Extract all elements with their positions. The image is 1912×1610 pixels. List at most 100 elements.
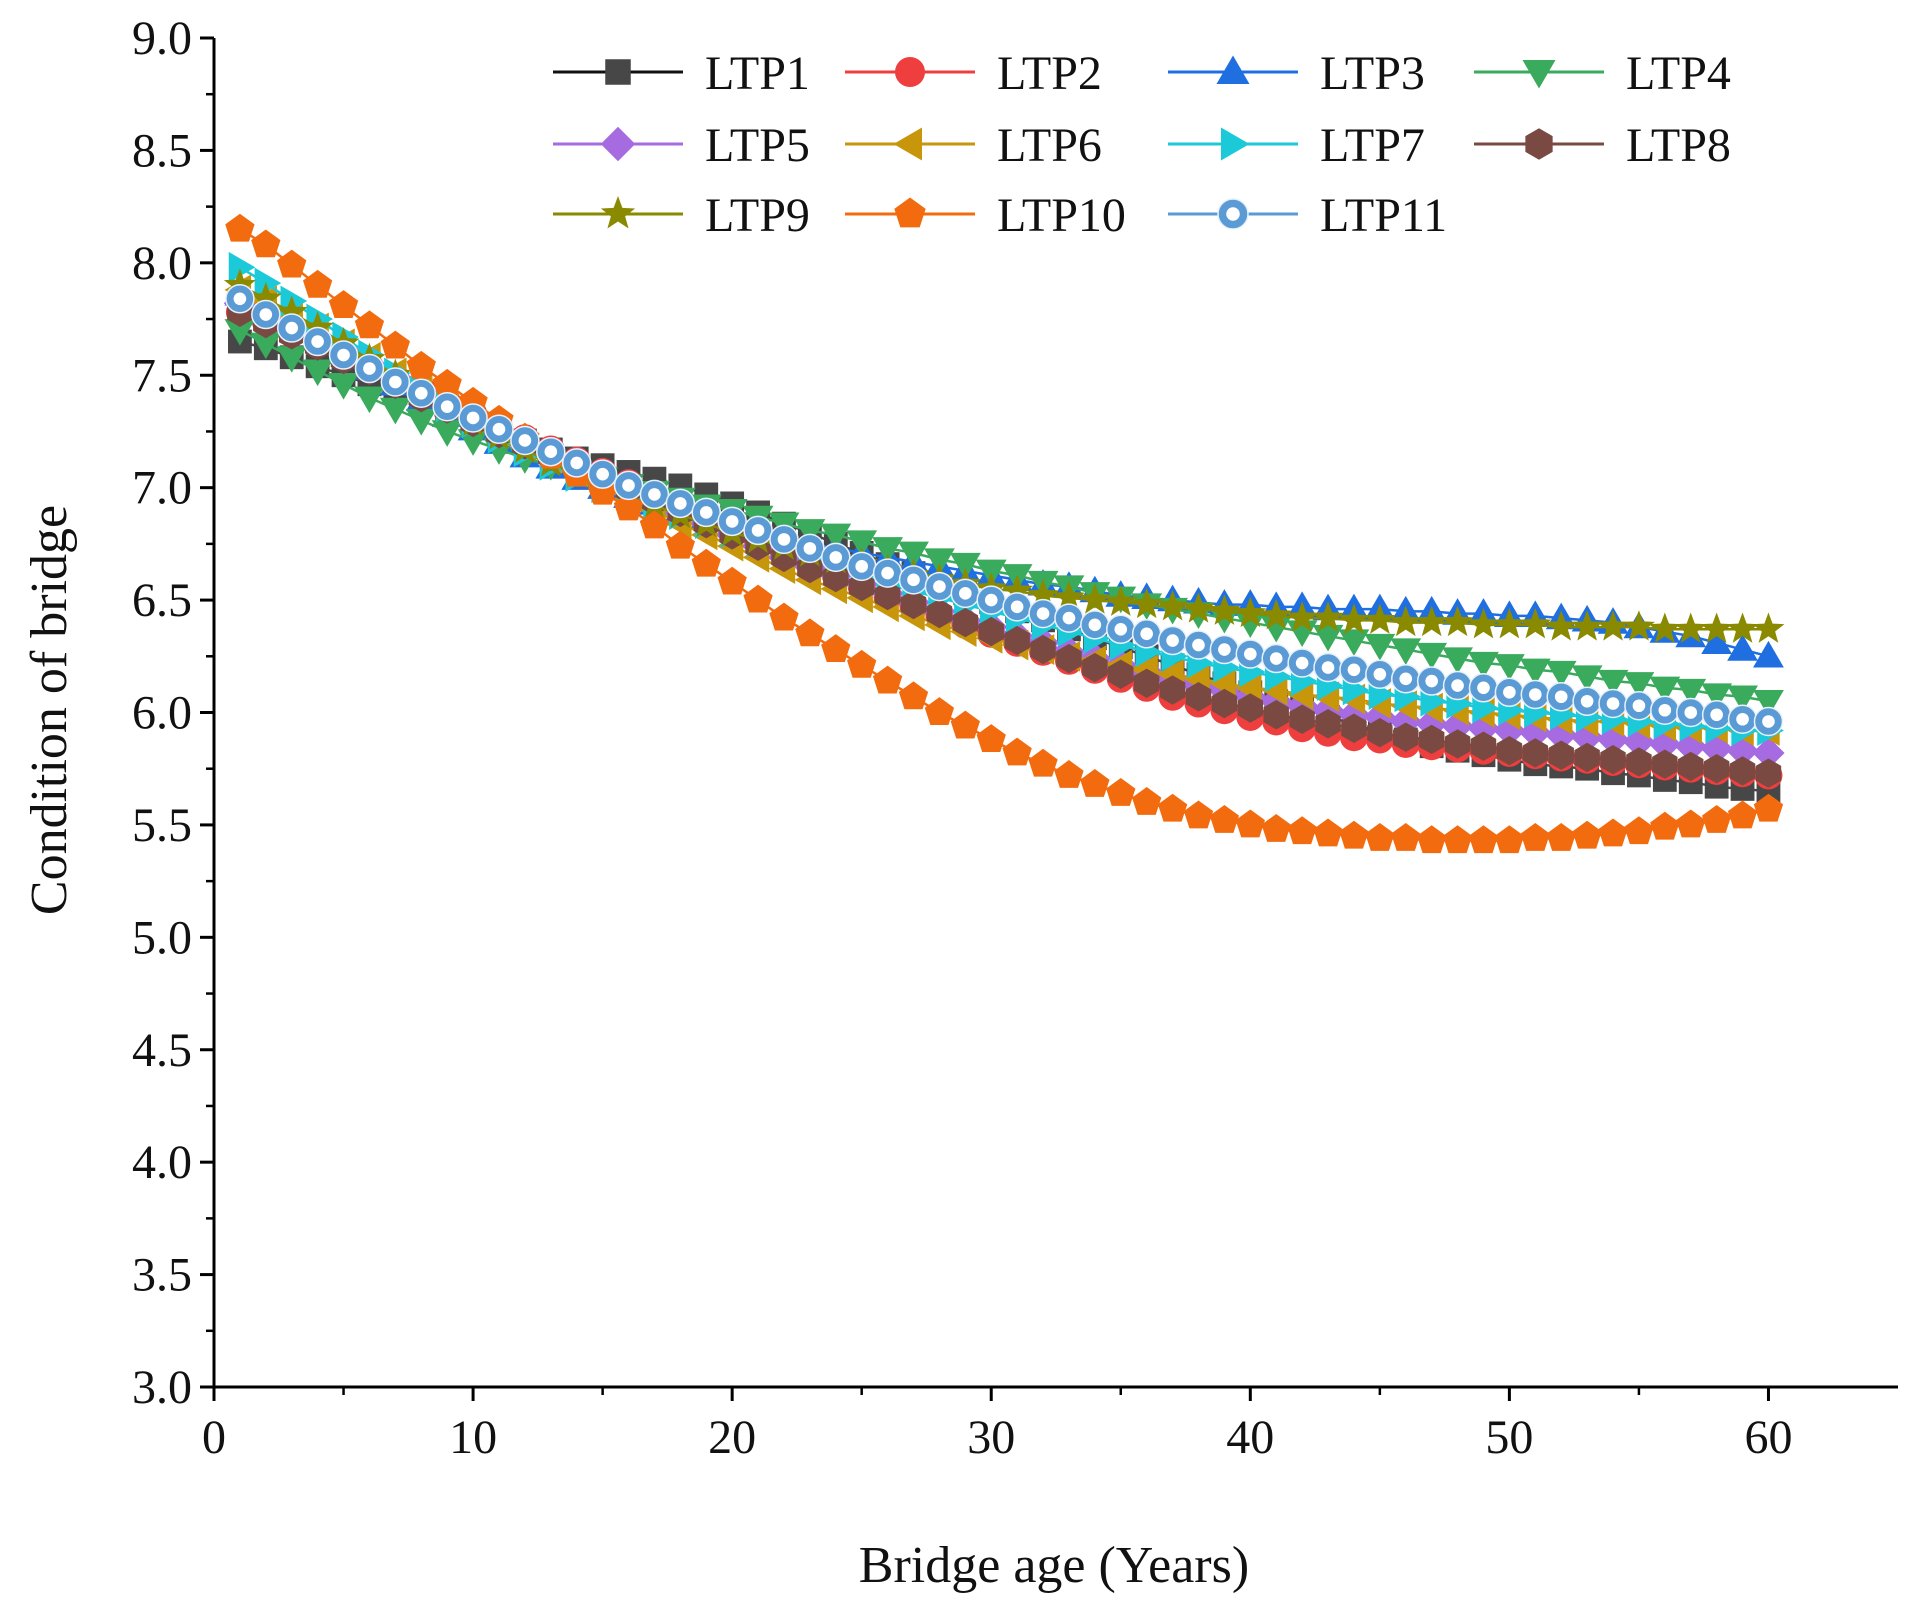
data-point	[328, 340, 359, 370]
bubble-highlight	[855, 560, 868, 573]
data-point	[795, 618, 825, 647]
legend-marker	[894, 197, 926, 228]
data-point	[1078, 583, 1111, 614]
data-point	[1701, 699, 1732, 730]
data-point	[587, 459, 618, 489]
data-point	[1598, 818, 1628, 847]
data-point	[1208, 594, 1241, 625]
data-point	[275, 295, 308, 326]
legend-marker	[1217, 198, 1249, 230]
bubble-highlight	[1528, 688, 1542, 701]
legend-marker	[1216, 55, 1250, 84]
legend-marker	[605, 59, 631, 85]
data-point	[1002, 592, 1032, 622]
data-point	[1468, 673, 1499, 703]
x-tick-label: 50	[1485, 1411, 1533, 1464]
data-point	[1597, 669, 1629, 697]
data-point	[1493, 654, 1525, 681]
data-point	[1416, 666, 1447, 696]
y-tick-label: 5.5	[132, 799, 192, 852]
y-tick-label: 6.5	[132, 574, 192, 627]
data-point	[872, 665, 903, 694]
data-point	[1441, 605, 1474, 637]
data-point	[1108, 659, 1134, 689]
data-point	[1598, 688, 1628, 719]
bubble-highlight	[1218, 643, 1231, 656]
bubble-highlight	[1140, 627, 1153, 641]
legend-entry: LTP10	[845, 189, 1126, 242]
data-point	[1520, 679, 1551, 710]
data-point	[1364, 633, 1396, 661]
data-point	[1493, 608, 1526, 639]
legend-label: LTP10	[997, 189, 1126, 242]
y-tick-label: 3.0	[132, 1361, 192, 1414]
data-point	[898, 541, 929, 569]
bubble-highlight	[492, 422, 506, 436]
data-point	[1312, 624, 1344, 652]
data-point	[1209, 606, 1240, 634]
legend: LTP1 LTP2 LTP3 LTP4 LTP5 LTP6 LTP7 LTP8 LTP9 LTP1…	[553, 47, 1731, 242]
legend-marker	[1221, 127, 1250, 161]
data-point	[1235, 809, 1265, 838]
data-point	[717, 506, 747, 537]
data-point	[1468, 825, 1499, 854]
data-point	[1157, 625, 1188, 656]
data-point	[1571, 610, 1604, 641]
data-point	[1572, 686, 1602, 717]
data-point	[743, 515, 773, 546]
legend-marker	[895, 57, 925, 87]
bubble-highlight	[337, 348, 350, 362]
bubble-highlight	[259, 308, 273, 321]
data-point	[1729, 756, 1756, 786]
data-point	[1571, 665, 1603, 692]
data-point	[1159, 675, 1186, 705]
data-point	[1209, 667, 1236, 699]
data-point	[277, 249, 307, 278]
data-point	[1415, 605, 1448, 637]
data-point	[665, 530, 695, 559]
data-point	[536, 436, 566, 467]
data-point	[228, 251, 256, 283]
legend-entry: LTP3	[1168, 47, 1425, 100]
data-point	[1393, 722, 1419, 752]
data-point	[1104, 585, 1137, 616]
bubble-highlight	[648, 488, 661, 501]
data-point	[1391, 664, 1421, 694]
bubble-highlight	[881, 566, 894, 580]
data-point	[769, 524, 799, 555]
bubble-highlight	[1347, 663, 1361, 677]
data-point	[301, 311, 334, 342]
data-point	[1622, 610, 1655, 641]
bubble-highlight	[1554, 690, 1568, 704]
data-point	[1237, 693, 1264, 723]
legend-marker	[893, 127, 922, 161]
data-point	[1183, 800, 1214, 829]
data-point	[1701, 683, 1733, 710]
data-point	[639, 479, 670, 510]
data-point	[1106, 614, 1136, 645]
legend-entry: LTP6	[845, 119, 1102, 172]
y-tick-label: 7.5	[132, 349, 192, 402]
legend-label: LTP7	[1320, 119, 1425, 172]
data-point	[1753, 793, 1784, 822]
bubble-highlight	[518, 434, 532, 447]
data-point	[1054, 760, 1084, 788]
data-point	[1416, 642, 1448, 670]
data-point	[1082, 652, 1108, 683]
data-point	[1753, 640, 1784, 668]
data-point	[1234, 611, 1266, 638]
bubble-highlight	[751, 524, 765, 537]
y-tick-label: 4.0	[132, 1136, 192, 1189]
data-point	[380, 367, 411, 397]
bubble-highlight	[1373, 667, 1387, 681]
data-point	[1626, 747, 1652, 777]
data-point	[1675, 678, 1707, 706]
data-point	[1727, 704, 1758, 734]
y-axis-title: Condition of bridge	[21, 505, 78, 915]
data-point	[1520, 823, 1550, 851]
data-point	[665, 488, 696, 519]
data-point	[1676, 809, 1706, 838]
data-point	[1703, 754, 1730, 784]
data-point	[1131, 619, 1162, 649]
bubble-highlight	[725, 515, 739, 528]
